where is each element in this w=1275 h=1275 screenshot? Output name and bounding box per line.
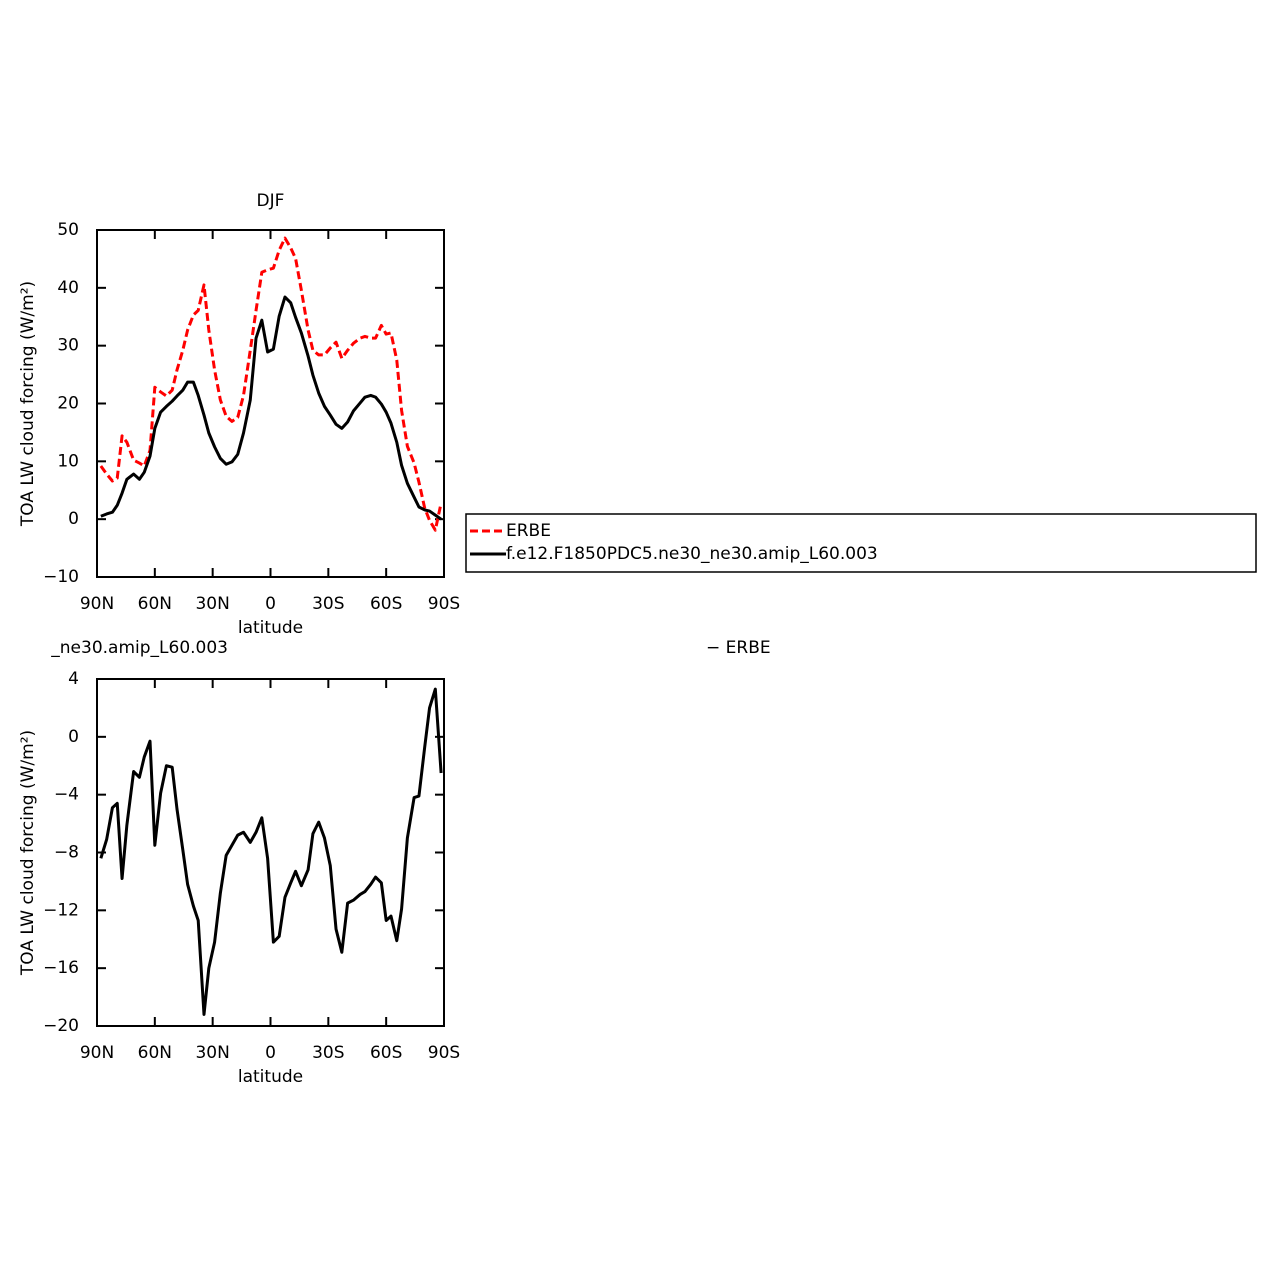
x-tick-label: 30S (312, 1043, 344, 1063)
series-line (99, 236, 443, 532)
x-axis-label: latitude (238, 1067, 303, 1087)
plot-frame (96, 678, 445, 1027)
x-tick-label: 60S (370, 1043, 402, 1063)
x-tick-label: 90N (80, 594, 114, 614)
x-tick-label: 60N (138, 594, 172, 614)
y-tick-label: −8 (54, 843, 79, 863)
x-tick-label: 0 (265, 594, 276, 614)
x-tick-label: 30N (195, 1043, 229, 1063)
y-tick-label: 50 (57, 220, 79, 240)
x-tick-label: 90N (80, 1043, 114, 1063)
legend-label: f.e12.F1850PDC5.ne30_ne30.amip_L60.003 (506, 544, 878, 564)
y-axis-label: TOA LW cloud forcing (W/m²) (18, 730, 38, 976)
plot-frame (96, 229, 445, 578)
chart-title: DJF (257, 191, 285, 211)
y-tick-label: −10 (43, 567, 79, 587)
y-tick-label: 0 (68, 509, 79, 529)
x-tick-label: 60S (370, 594, 402, 614)
y-tick-label: 20 (57, 394, 79, 414)
y-tick-label: 40 (57, 278, 79, 298)
y-tick-label: −16 (43, 958, 79, 978)
x-tick-label: 60N (138, 1043, 172, 1063)
legend-box (465, 513, 1257, 573)
y-tick-label: 0 (68, 727, 79, 747)
x-axis-label: latitude (238, 618, 303, 638)
series-line (99, 687, 443, 1016)
y-axis-label: TOA LW cloud forcing (W/m²) (18, 281, 38, 527)
y-tick-label: 10 (57, 451, 79, 471)
legend-label: ERBE (506, 521, 551, 541)
x-tick-label: 90S (428, 594, 460, 614)
x-tick-label: 0 (265, 1043, 276, 1063)
y-tick-label: −4 (54, 785, 79, 805)
chart-title: − ERBE (706, 638, 771, 658)
x-tick-label: 90S (428, 1043, 460, 1063)
y-tick-label: 4 (68, 669, 79, 689)
x-tick-label: 30N (195, 594, 229, 614)
y-tick-label: 30 (57, 336, 79, 356)
chart-title: _ne30.amip_L60.003 (50, 638, 228, 658)
series-line (100, 295, 442, 521)
y-tick-label: −20 (43, 1016, 79, 1036)
x-tick-label: 30S (312, 594, 344, 614)
y-tick-label: −12 (43, 900, 79, 920)
